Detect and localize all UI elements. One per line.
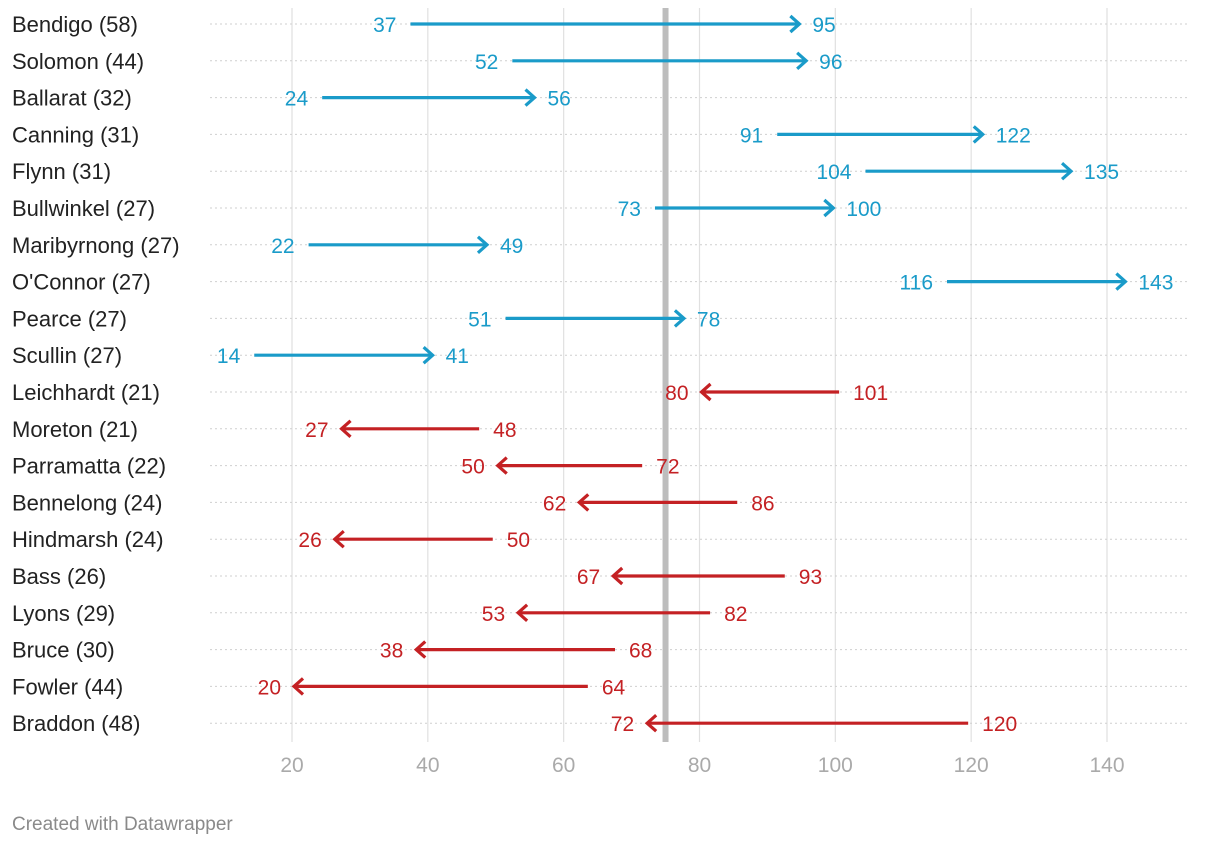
x-tick-label: 60 (552, 754, 575, 777)
to-value-label: 20 (258, 676, 281, 699)
from-value-label: 93 (799, 566, 822, 589)
arrow-head (339, 419, 352, 438)
to-value-label: 78 (697, 308, 720, 331)
arrow-head (576, 493, 590, 512)
from-value-label: 116 (900, 272, 933, 295)
row-label: Bennelong (24) (12, 490, 162, 515)
arrow-head (796, 51, 809, 70)
to-value-label: 56 (548, 88, 571, 111)
arrow-head (972, 125, 986, 144)
x-tick-label: 80 (688, 754, 711, 777)
from-value-label: 68 (629, 640, 652, 663)
to-value-label: 26 (298, 529, 321, 552)
arrow-head (515, 603, 529, 622)
to-value-label: 38 (380, 640, 403, 663)
credit-footer: Created with Datawrapper (12, 814, 233, 835)
row-label: Moreton (21) (12, 417, 138, 442)
x-tick-label: 20 (280, 754, 303, 777)
to-value-label: 80 (665, 382, 688, 405)
to-value-label: 41 (446, 345, 469, 368)
row-label: Flynn (31) (12, 159, 111, 184)
row-label: Lyons (29) (12, 601, 115, 626)
to-value-label: 95 (812, 14, 835, 37)
row-label: Braddon (48) (12, 711, 140, 736)
arrow-head (823, 198, 836, 218)
to-value-label: 27 (305, 419, 328, 442)
from-value-label: 52 (475, 51, 498, 74)
row-label: Bruce (30) (12, 638, 115, 663)
arrow-head (476, 235, 490, 254)
from-value-label: 104 (816, 161, 851, 184)
row-label: O'Connor (27) (12, 270, 151, 295)
from-value-label: 101 (853, 382, 888, 405)
to-value-label: 53 (482, 603, 505, 626)
row-label: Bass (26) (12, 564, 106, 589)
row-label: Parramatta (22) (12, 454, 166, 479)
row-label: Maribyrnong (27) (12, 233, 180, 258)
arrow-head (673, 309, 687, 328)
to-value-label: 135 (1084, 161, 1119, 184)
row-label: Leichhardt (21) (12, 380, 160, 405)
arrow-head (699, 382, 712, 402)
from-value-label: 86 (751, 492, 774, 515)
from-value-label: 37 (373, 14, 396, 37)
arrow-head (422, 346, 436, 365)
row-label: Hindmarsh (24) (12, 527, 164, 552)
from-value-label: 73 (618, 198, 641, 221)
to-value-label: 96 (819, 51, 842, 74)
to-value-label: 100 (846, 198, 881, 221)
row-label: Pearce (27) (12, 306, 127, 331)
arrow-head (332, 530, 345, 549)
from-value-label: 72 (656, 456, 679, 479)
from-value-label: 24 (285, 88, 309, 111)
to-value-label: 50 (461, 456, 484, 479)
row-label: Bendigo (58) (12, 12, 138, 37)
arrow-head (610, 566, 624, 586)
arrow-chart: 20 40 60 80 100 120 140 Bendigo (58) 37 95 Solomon… (12, 8, 1187, 777)
from-value-label: 64 (602, 676, 626, 699)
arrow-head (413, 640, 427, 659)
from-value-label: 120 (982, 713, 1017, 736)
row-label: Fowler (44) (12, 674, 123, 699)
from-value-label: 14 (217, 345, 241, 368)
arrow-head (524, 88, 537, 107)
from-value-label: 82 (724, 603, 747, 626)
row-label: Bullwinkel (27) (12, 196, 155, 221)
to-value-label: 67 (577, 566, 600, 589)
row-label: Solomon (44) (12, 49, 144, 74)
from-value-label: 91 (740, 124, 763, 147)
to-value-label: 72 (611, 713, 634, 736)
x-tick-label: 120 (954, 754, 989, 777)
to-value-label: 143 (1138, 272, 1173, 295)
from-value-label: 50 (507, 529, 530, 552)
to-value-label: 62 (543, 492, 566, 515)
row-label: Scullin (27) (12, 343, 122, 368)
row-label: Ballarat (32) (12, 86, 132, 111)
arrow-head (1060, 162, 1074, 181)
x-tick-label: 100 (818, 754, 853, 777)
arrow-head (1115, 272, 1128, 291)
arrow-head (291, 677, 305, 696)
arrow-head (789, 14, 802, 34)
x-tick-label: 140 (1089, 754, 1124, 777)
arrow-head (644, 714, 658, 733)
to-value-label: 122 (996, 124, 1031, 147)
x-tick-label: 40 (416, 754, 439, 777)
from-value-label: 48 (493, 419, 516, 442)
arrow-head (495, 456, 508, 475)
from-value-label: 22 (271, 235, 294, 258)
from-value-label: 51 (468, 308, 491, 331)
to-value-label: 49 (500, 235, 523, 258)
row-label: Canning (31) (12, 122, 139, 147)
